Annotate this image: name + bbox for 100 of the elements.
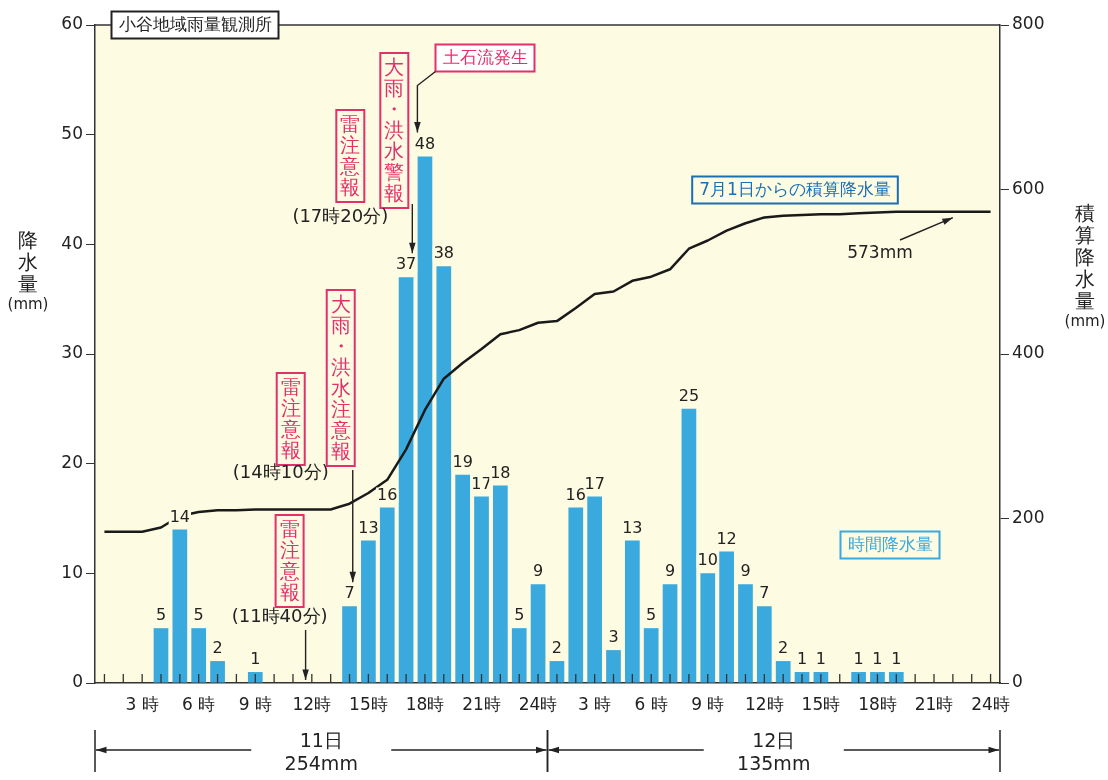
bar <box>417 156 433 683</box>
x-tick-label: 6 時 <box>182 693 216 714</box>
data-label: 5 <box>514 605 525 625</box>
annotation: (17時20分) <box>292 205 389 226</box>
y-axis-title: 降水量(mm) <box>7 228 49 314</box>
data-label: 37 <box>395 254 417 274</box>
y-tick-label: 50 <box>61 123 83 144</box>
bar <box>511 628 527 683</box>
bar <box>662 584 678 683</box>
y2-tick-label: 200 <box>1012 506 1045 527</box>
data-label: 1 <box>872 649 883 669</box>
data-label: 12 <box>716 528 737 548</box>
text: 時間降水量 <box>847 534 933 555</box>
x-tick-label: 15時 <box>349 693 388 714</box>
x-tick-label: 3 時 <box>125 693 159 714</box>
bar <box>643 628 659 683</box>
bar <box>530 584 546 683</box>
annotation: 雷注意報 <box>278 517 300 605</box>
x-tick-label: 15時 <box>801 693 841 714</box>
bar <box>436 266 452 683</box>
series-label: 7月1日からの積算降水量 <box>699 179 891 200</box>
bar <box>549 661 565 683</box>
y2-axis-title: 積算降水量(mm) <box>1064 201 1106 331</box>
bar <box>888 672 904 683</box>
data-label: 13 <box>622 517 643 537</box>
data-label: 9 <box>532 561 544 581</box>
annotation: (14時10分) <box>232 461 329 482</box>
bar <box>568 507 584 683</box>
data-label: 48 <box>414 133 436 153</box>
annotation: 雷注意報 <box>339 112 361 200</box>
annotation: 大雨・洪水警報 <box>384 55 405 206</box>
x-tick-label: 18時 <box>405 693 445 714</box>
annotation: 大雨・洪水注意報 <box>329 292 351 464</box>
x-tick-label: 12時 <box>745 693 784 714</box>
bar <box>606 650 621 683</box>
data-label: 13 <box>358 517 379 537</box>
data-label: 18 <box>490 462 511 482</box>
data-label: 5 <box>646 605 657 625</box>
data-label: 17 <box>584 473 605 493</box>
bar <box>455 474 471 683</box>
x-tick-label: 12時 <box>292 693 332 714</box>
x-tick-label: 9 時 <box>238 693 272 714</box>
annotation: 土石流発生 <box>442 47 528 68</box>
bar <box>379 507 395 683</box>
bar <box>775 661 791 683</box>
bar <box>756 606 772 683</box>
bar <box>153 628 169 683</box>
bar <box>851 672 866 683</box>
x-tick-label: 6 時 <box>634 693 668 714</box>
annotation: 573mm <box>847 242 913 262</box>
text: 12日 <box>752 728 796 751</box>
y2-tick-label: 400 <box>1012 342 1045 363</box>
bar <box>587 496 602 683</box>
y-tick-label: 0 <box>72 671 83 692</box>
data-label: 16 <box>565 484 586 504</box>
data-label: 25 <box>678 385 700 405</box>
data-label: 9 <box>740 561 751 581</box>
data-label: 19 <box>452 451 473 471</box>
x-tick-label: 24時 <box>971 693 1010 714</box>
y-tick-label: 60 <box>61 13 83 34</box>
bar <box>738 584 753 683</box>
bar <box>191 628 207 683</box>
data-label: 1 <box>853 649 864 669</box>
bar <box>398 277 414 683</box>
y-tick-label: 30 <box>61 342 83 363</box>
y-tick-label: 40 <box>61 232 83 253</box>
data-label: 7 <box>759 583 770 603</box>
data-label: 2 <box>212 638 223 658</box>
annotation: (11時40分) <box>231 605 328 626</box>
bar <box>210 661 225 683</box>
data-label: 9 <box>664 561 676 581</box>
bar <box>342 606 357 683</box>
chart-title: 小谷地域雨量観測所 <box>118 14 272 35</box>
data-label: 5 <box>155 605 167 625</box>
y-tick-label: 20 <box>61 452 83 473</box>
data-label: 1 <box>891 649 902 669</box>
y2-tick-label: 0 <box>1012 671 1023 692</box>
bar <box>700 573 716 683</box>
data-label: 1 <box>796 649 808 669</box>
data-label: 16 <box>377 484 398 504</box>
data-label: 17 <box>471 473 492 493</box>
x-tick-label: 21時 <box>462 693 501 714</box>
bar <box>247 672 263 683</box>
x-tick-label: 18時 <box>858 693 897 714</box>
data-label: 3 <box>608 627 619 647</box>
x-tick-label: 24時 <box>518 693 558 714</box>
y2-tick-label: 800 <box>1012 13 1045 34</box>
data-label: 2 <box>778 638 789 658</box>
y2-tick-label: 600 <box>1012 177 1045 198</box>
bar <box>719 551 734 683</box>
data-label: 5 <box>193 605 204 625</box>
bar <box>172 529 188 683</box>
x-tick-label: 3 時 <box>578 693 612 714</box>
data-label: 38 <box>433 243 454 263</box>
annotation: 雷注意報 <box>279 375 301 463</box>
x-tick-label: 9 時 <box>691 693 725 714</box>
bar <box>624 540 640 683</box>
data-label: 10 <box>697 550 718 570</box>
text: 11日 <box>299 728 343 751</box>
bar <box>474 496 489 683</box>
